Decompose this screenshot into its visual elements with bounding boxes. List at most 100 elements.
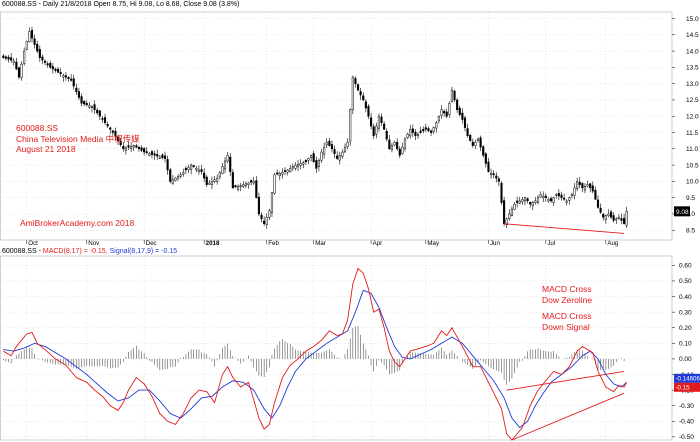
candle-body [523, 197, 527, 202]
candle-body [250, 180, 253, 183]
candle-body [10, 57, 13, 61]
candle [143, 147, 146, 156]
candle [612, 212, 615, 223]
candle [380, 113, 383, 126]
macd-y-tick-label: 0.10 [679, 341, 692, 348]
candle [90, 105, 94, 113]
candle [406, 132, 409, 140]
candle [137, 145, 140, 152]
candle [513, 202, 516, 211]
last-price-label: 9.08 [676, 209, 689, 216]
candle-body [443, 111, 446, 114]
candle-body [430, 130, 433, 133]
candle [492, 170, 495, 179]
candle [349, 108, 352, 146]
candle-body [106, 124, 109, 127]
candle [67, 76, 70, 82]
candle-body [609, 211, 613, 218]
candle [396, 138, 399, 151]
candle [312, 150, 315, 163]
macd-y-tick-label: 0.20 [679, 325, 692, 332]
candle-body [218, 172, 221, 178]
candle [500, 181, 503, 205]
candle-body [435, 122, 438, 129]
price-x-tick-label: Jul [547, 240, 555, 247]
candle [521, 196, 524, 205]
candle [291, 163, 294, 171]
candle-body [396, 142, 399, 150]
candle-body [333, 149, 336, 154]
candle-body [281, 172, 284, 175]
annotation-company: China Television Media 中视传媒 [16, 133, 140, 144]
candle-body [28, 31, 31, 42]
last-price-box [674, 206, 690, 217]
candle [536, 195, 540, 205]
candle-body [310, 155, 313, 158]
macd-y-tick-label: -0.50 [679, 434, 694, 441]
macd-y-tick-label: 0.50 [679, 278, 692, 285]
candle [544, 193, 547, 202]
candle [424, 123, 427, 132]
candle-body [422, 129, 425, 132]
candle-body [2, 55, 5, 58]
candle [70, 74, 73, 82]
candle-body [15, 61, 18, 70]
candle-body [596, 199, 600, 208]
candle [341, 149, 344, 159]
candle-body [12, 60, 15, 63]
candle-body [406, 133, 409, 138]
candle [474, 139, 477, 149]
candle-body [482, 146, 485, 156]
candle-body [177, 176, 180, 179]
candle-body [265, 216, 268, 225]
candle-body [312, 153, 315, 163]
candle-body [471, 141, 474, 146]
candle [456, 98, 459, 113]
candle [25, 40, 28, 51]
candle [59, 68, 62, 77]
candle-body [354, 78, 357, 84]
candle [127, 141, 130, 151]
candle-body [291, 166, 294, 169]
candle [547, 197, 550, 203]
candle-body [401, 146, 404, 154]
candle [247, 181, 250, 189]
candle [41, 54, 44, 64]
candle [177, 174, 180, 181]
candle [171, 175, 174, 185]
macd-value-box [674, 373, 700, 383]
macd-value-box [674, 382, 700, 392]
candle [140, 145, 143, 153]
candle [377, 113, 380, 132]
candle [526, 197, 529, 204]
candle [463, 115, 467, 132]
candle [403, 136, 407, 152]
candle [221, 162, 224, 175]
macd-pane: 0.600.500.400.300.200.100.00-0.10-0.20-0… [0, 255, 700, 441]
candle-body [375, 125, 378, 135]
candle-body [109, 127, 112, 130]
candle-body [583, 186, 587, 191]
candle-body [338, 155, 341, 161]
candle [427, 126, 430, 133]
candle [623, 213, 626, 225]
candle [255, 176, 258, 199]
candle-body [140, 147, 143, 151]
candle [30, 26, 34, 43]
annotation-cross1-line2: Dow Zeroline [542, 294, 593, 305]
candle [283, 167, 287, 176]
candle-body [508, 213, 511, 219]
candle [482, 145, 485, 158]
candle-body [560, 194, 563, 198]
candle [205, 174, 208, 188]
candle [117, 134, 120, 146]
candle-body [117, 136, 120, 141]
candle-body [90, 106, 94, 108]
price-x-tick-label: Dec [146, 240, 157, 247]
candle [615, 217, 618, 225]
candle-body [150, 151, 154, 155]
candle [398, 145, 401, 159]
candle [54, 67, 57, 73]
candle [416, 132, 420, 139]
candle [354, 76, 357, 88]
